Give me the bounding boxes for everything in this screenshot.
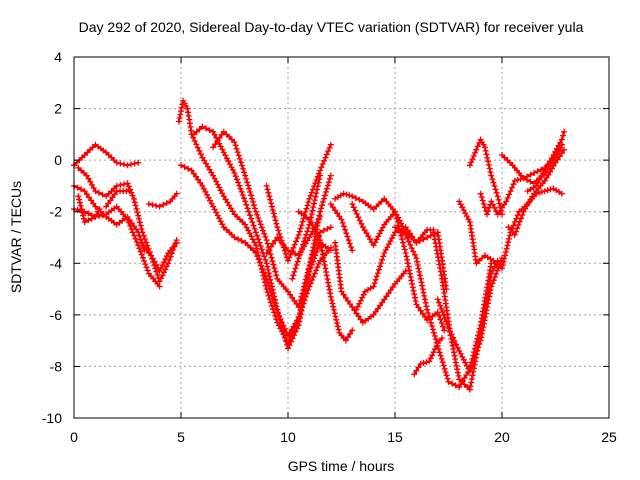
- y-tick-label: -6: [50, 307, 63, 323]
- series-pass-01: [71, 141, 142, 169]
- plus-markers: [332, 239, 409, 326]
- plus-markers: [178, 162, 334, 339]
- plus-markers: [505, 146, 568, 238]
- series-pass-14: [263, 141, 334, 264]
- x-tick-labels: 0 5 10 15 20 25: [70, 429, 617, 445]
- plus-markers: [466, 136, 505, 218]
- y-tick-label: 4: [54, 49, 62, 65]
- plus-markers: [210, 128, 334, 311]
- grid-lines: [74, 57, 609, 418]
- series-pass-07: [145, 190, 180, 210]
- y-tick-label: -8: [50, 358, 63, 374]
- series-pass-05: [75, 193, 103, 225]
- plus-markers: [145, 190, 180, 210]
- series-pass-25: [434, 255, 505, 375]
- y-tick-label: -2: [50, 204, 63, 220]
- plus-markers: [524, 128, 568, 195]
- x-axis-label: GPS time / hours: [288, 458, 395, 474]
- series-pass-08: [139, 237, 180, 285]
- plus-markers: [295, 208, 356, 344]
- series-pass-17: [327, 201, 356, 254]
- series-pass-30: [505, 146, 568, 238]
- x-tick-label: 5: [177, 429, 185, 445]
- plus-markers: [139, 237, 180, 285]
- y-tick-label: -10: [42, 410, 62, 426]
- x-tick-label: 20: [494, 429, 510, 445]
- series-pass-03: [71, 203, 163, 290]
- y-tick-label: -4: [50, 255, 63, 271]
- y-axis-label: SDTVAR / TECUs: [8, 181, 24, 293]
- series-pass-19: [332, 239, 409, 326]
- y-tick-label: 2: [54, 101, 62, 117]
- plus-markers: [411, 335, 446, 378]
- series-pass-11: [178, 162, 334, 339]
- plus-markers: [349, 201, 448, 334]
- x-tick-label: 25: [601, 429, 617, 445]
- plus-markers: [434, 255, 505, 375]
- plus-markers: [71, 141, 142, 169]
- plus-markers: [263, 141, 334, 264]
- series-pass-20: [349, 201, 448, 334]
- plus-markers: [327, 201, 356, 254]
- x-tick-label: 0: [70, 429, 78, 445]
- series-pass-27: [466, 136, 505, 218]
- chart-title: Day 292 of 2020, Sidereal Day-to-day VTE…: [79, 19, 584, 35]
- plus-markers: [75, 193, 103, 225]
- x-tick-label: 10: [280, 429, 296, 445]
- data-series: [71, 97, 568, 393]
- series-pass-16: [295, 208, 356, 344]
- x-tick-label: 15: [387, 429, 403, 445]
- y-tick-label: 0: [54, 152, 62, 168]
- plus-markers: [103, 188, 133, 210]
- axis-ticks: [73, 56, 610, 419]
- series-pass-23: [411, 335, 446, 378]
- y-tick-labels: -10 -8 -6 -4 -2 0 2 4: [42, 49, 62, 426]
- plot-frame: [73, 56, 610, 419]
- series-pass-31: [524, 128, 568, 195]
- series-pass-15: [289, 172, 324, 282]
- series-pass-06: [103, 188, 133, 210]
- series-pass-12: [210, 128, 334, 311]
- series-line: [212, 130, 332, 309]
